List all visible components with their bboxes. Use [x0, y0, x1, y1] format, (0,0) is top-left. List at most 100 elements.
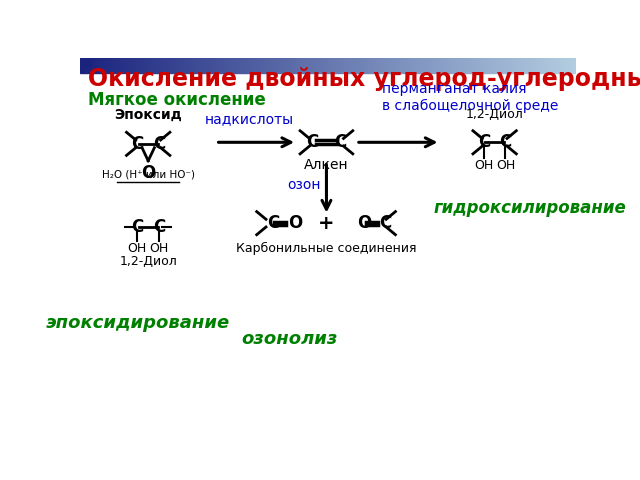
Bar — [167, 58, 169, 73]
Bar — [367, 58, 370, 73]
Bar — [174, 58, 177, 73]
Bar — [92, 58, 95, 73]
Bar — [462, 58, 465, 73]
Bar — [561, 58, 564, 73]
Bar — [385, 58, 388, 73]
Bar — [231, 58, 234, 73]
Bar — [100, 58, 102, 73]
Bar — [105, 58, 108, 73]
Bar — [80, 58, 83, 73]
Bar — [259, 58, 261, 73]
Bar — [442, 58, 445, 73]
Bar — [370, 58, 372, 73]
Bar — [301, 58, 303, 73]
Bar — [191, 58, 194, 73]
Bar — [548, 58, 551, 73]
Bar — [338, 58, 340, 73]
Bar — [392, 58, 395, 73]
Bar — [457, 58, 460, 73]
Text: Эпоксид: Эпоксид — [115, 108, 182, 122]
Bar — [573, 58, 576, 73]
Bar — [469, 58, 472, 73]
Bar — [403, 58, 405, 73]
Bar — [310, 58, 313, 73]
Bar — [291, 58, 293, 73]
Bar — [110, 58, 112, 73]
Bar — [372, 58, 375, 73]
Bar — [529, 58, 531, 73]
Bar — [90, 58, 92, 73]
Bar — [216, 58, 219, 73]
Bar — [236, 58, 239, 73]
Bar — [184, 58, 187, 73]
Bar — [204, 58, 207, 73]
Text: 1,2-Диол: 1,2-Диол — [119, 255, 177, 268]
Bar — [340, 58, 343, 73]
Bar — [544, 58, 547, 73]
Bar — [306, 58, 308, 73]
Bar — [378, 58, 380, 73]
Bar — [564, 58, 566, 73]
Bar — [120, 58, 122, 73]
Bar — [150, 58, 152, 73]
Bar — [432, 58, 435, 73]
Bar — [452, 58, 454, 73]
Bar — [353, 58, 355, 73]
Text: C: C — [268, 214, 280, 232]
Bar — [83, 58, 85, 73]
Bar — [514, 58, 516, 73]
Text: OH: OH — [128, 242, 147, 255]
Bar — [179, 58, 182, 73]
Bar — [182, 58, 184, 73]
Bar — [343, 58, 346, 73]
Bar — [465, 58, 467, 73]
Bar — [172, 58, 174, 73]
Text: C: C — [131, 218, 143, 236]
Bar — [492, 58, 494, 73]
Bar — [234, 58, 236, 73]
Bar — [429, 58, 432, 73]
Bar — [388, 58, 390, 73]
Bar — [207, 58, 209, 73]
Bar — [363, 58, 365, 73]
Bar — [395, 58, 397, 73]
Text: озон: озон — [287, 178, 320, 192]
Bar — [177, 58, 179, 73]
Bar — [88, 58, 90, 73]
Bar — [400, 58, 403, 73]
Bar — [412, 58, 415, 73]
Bar — [346, 58, 348, 73]
Bar — [97, 58, 100, 73]
Text: надкислоты: надкислоты — [204, 112, 294, 126]
Bar — [293, 58, 296, 73]
Bar — [209, 58, 211, 73]
Bar — [516, 58, 519, 73]
Bar — [358, 58, 360, 73]
Bar — [497, 58, 499, 73]
Bar — [355, 58, 358, 73]
Bar — [246, 58, 248, 73]
Bar — [196, 58, 199, 73]
Bar — [95, 58, 97, 73]
Bar — [108, 58, 110, 73]
Text: OH: OH — [496, 159, 515, 172]
Bar — [397, 58, 400, 73]
Bar — [435, 58, 437, 73]
Bar — [137, 58, 140, 73]
Bar — [531, 58, 534, 73]
Bar — [494, 58, 497, 73]
Bar — [454, 58, 457, 73]
Bar — [224, 58, 227, 73]
Bar — [350, 58, 353, 73]
Bar — [472, 58, 474, 73]
Bar — [214, 58, 216, 73]
Text: OH: OH — [149, 242, 169, 255]
Bar — [81, 59, 92, 68]
Bar — [415, 58, 417, 73]
Bar — [261, 58, 264, 73]
Bar — [286, 58, 289, 73]
Text: H₂O (H⁺ или HO⁻): H₂O (H⁺ или HO⁻) — [102, 169, 195, 179]
Bar — [303, 58, 306, 73]
Bar — [486, 58, 489, 73]
Bar — [474, 58, 477, 73]
